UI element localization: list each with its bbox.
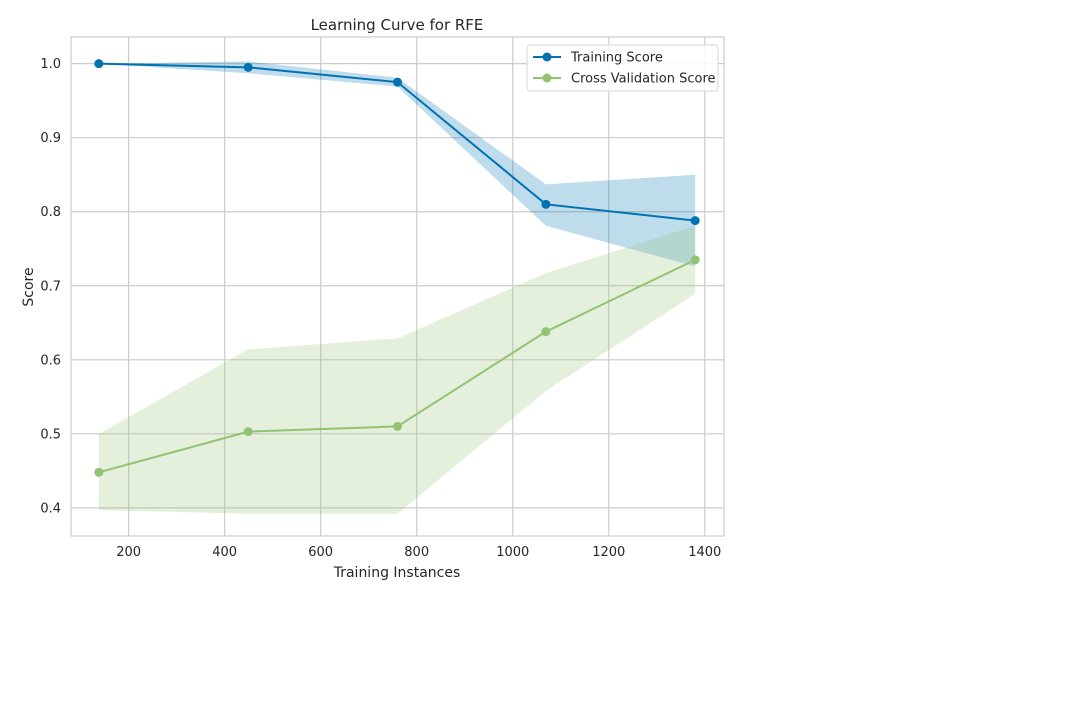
legend: Training Score Cross Validation Score bbox=[526, 44, 719, 92]
x-tick-label: 1000 bbox=[496, 545, 529, 560]
legend-entry-label: Training Score bbox=[570, 51, 663, 66]
x-tick-label: 400 bbox=[212, 545, 237, 560]
training-score-point bbox=[393, 77, 402, 87]
cross-validation-score-point bbox=[393, 421, 402, 431]
legend-swatch-marker bbox=[542, 73, 552, 83]
y-axis-label: Score bbox=[21, 267, 37, 306]
grid bbox=[71, 37, 724, 536]
x-tick-label: 200 bbox=[116, 545, 141, 560]
y-tick-label: 1.0 bbox=[40, 57, 61, 72]
cross-validation-score-point bbox=[94, 467, 104, 477]
series-points bbox=[94, 59, 700, 477]
x-axis-label: Training Instances bbox=[333, 565, 461, 581]
y-tick-label: 0.5 bbox=[40, 427, 61, 442]
legend-box bbox=[526, 44, 719, 92]
cross-validation-score-band bbox=[98, 225, 696, 514]
training-score-point bbox=[690, 216, 700, 226]
x-tick-label: 800 bbox=[404, 545, 429, 560]
x-tick-label: 1200 bbox=[592, 545, 625, 560]
legend-entry-label: Cross Validation Score bbox=[571, 72, 716, 87]
y-tick-labels: 0.4 0.5 0.6 0.7 0.8 0.9 1.0 bbox=[40, 57, 61, 516]
legend-swatch-marker bbox=[542, 52, 552, 62]
x-tick-label: 600 bbox=[308, 545, 333, 560]
training-score-point bbox=[94, 59, 104, 69]
training-score-point bbox=[541, 199, 551, 209]
x-tick-labels: 200 400 600 800 1000 1200 1400 bbox=[116, 545, 721, 560]
confidence-bands bbox=[98, 61, 696, 514]
training-score-band bbox=[98, 61, 696, 267]
plot-area bbox=[71, 37, 724, 536]
y-tick-label: 0.6 bbox=[40, 353, 61, 368]
training-score-point bbox=[243, 62, 253, 72]
y-tick-label: 0.4 bbox=[40, 501, 61, 516]
y-tick-label: 0.8 bbox=[40, 205, 61, 220]
y-tick-label: 0.7 bbox=[40, 279, 61, 294]
cross-validation-score-point bbox=[243, 427, 253, 437]
chart-title: Learning Curve for RFE bbox=[311, 16, 484, 34]
cross-validation-score-point bbox=[541, 327, 551, 337]
x-tick-label: 1400 bbox=[688, 545, 721, 560]
plot-frame bbox=[70, 36, 725, 537]
y-tick-label: 0.9 bbox=[40, 131, 61, 146]
cross-validation-score-point bbox=[690, 255, 700, 265]
